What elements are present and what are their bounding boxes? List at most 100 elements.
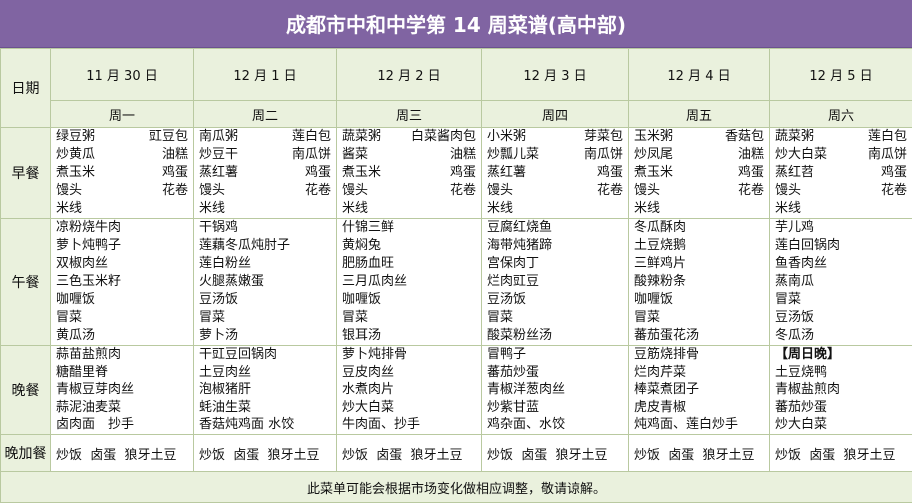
dish: 香菇炖鸡面 水饺 <box>199 416 331 434</box>
dish: 炖鸡面、莲白炒手 <box>634 416 764 434</box>
menu-line: 绿豆粥豇豆包 <box>56 128 188 146</box>
date: 12 月 1 日 <box>194 49 337 101</box>
dish: 蒜泥油麦菜 <box>56 399 188 417</box>
menu-line: 蒸红薯鸡蛋 <box>199 164 331 182</box>
menu-line: 米线 <box>634 200 764 218</box>
dish: 芽菜包 <box>584 128 623 146</box>
dish: 土豆烧鸭 <box>775 364 907 382</box>
dish: 酸辣粉条 <box>634 273 764 291</box>
dish: 炒大白菜 <box>775 146 827 164</box>
dish: 萝卜炖鸭子 <box>56 237 188 255</box>
dish: 三月瓜肉丝 <box>342 273 476 291</box>
menu-line: 炒大白菜 南瓜饼 <box>775 146 907 164</box>
dish: 莲白粉丝 <box>199 255 331 273</box>
dish: 花卷 <box>162 182 188 200</box>
dish: 咖喱饭 <box>342 291 476 309</box>
menu-line: 炒黄瓜油糕 <box>56 146 188 164</box>
dish: 三鲜鸡片 <box>634 255 764 273</box>
menu-line: 炒豆干南瓜饼 <box>199 146 331 164</box>
dish: 火腿蒸嫩蛋 <box>199 273 331 291</box>
dish: 蒸红苕 <box>775 164 814 182</box>
weekday: 周二 <box>194 101 337 128</box>
dish: 花卷 <box>305 182 331 200</box>
dish: 鸡蛋 <box>162 164 188 182</box>
dish: 青椒洋葱肉丝 <box>487 381 623 399</box>
dish: 豆腐红烧鱼 <box>487 219 623 237</box>
snack: 炒饭 卤蛋 狼牙土豆 <box>194 435 337 472</box>
dish: 米线 <box>56 200 82 218</box>
dish: 米线 <box>342 200 368 218</box>
dish: 炒凤尾 <box>634 146 673 164</box>
dish: 双椒肉丝 <box>56 255 188 273</box>
dish: 莲藕冬瓜炖肘子 <box>199 237 331 255</box>
dish: 萝卜炖排骨 <box>342 346 476 364</box>
dish: 凉粉烧牛肉 <box>56 219 188 237</box>
dish: 炒瓢儿菜 <box>487 146 539 164</box>
dish: 酸菜粉丝汤 <box>487 327 623 345</box>
menu-line: 蒸红薯鸡蛋 <box>487 164 623 182</box>
dish: 莲白回锅肉 <box>775 237 907 255</box>
snack: 炒饭 卤蛋 狼牙土豆 <box>770 435 912 472</box>
dish: 什锦三鲜 <box>342 219 476 237</box>
dish: 米线 <box>775 200 801 218</box>
dish: 青椒豆芽肉丝 <box>56 381 188 399</box>
dish: 蒸南瓜 <box>775 273 907 291</box>
dish: 烂肉芹菜 <box>634 364 764 382</box>
menu-line: 米线 <box>56 200 188 218</box>
dish: 馒头 <box>487 182 513 200</box>
menu-line: 南瓜粥莲白包 <box>199 128 331 146</box>
dish: 花卷 <box>597 182 623 200</box>
menu-line: 馒头花卷 <box>199 182 331 200</box>
dish: 豆汤饭 <box>775 309 907 327</box>
dinner-cell: 萝卜炖排骨豆皮肉丝水煮肉片炒大白菜牛肉面、抄手 <box>337 346 482 435</box>
dish: 南瓜饼 <box>868 146 907 164</box>
snack: 炒饭 卤蛋 狼牙土豆 <box>629 435 770 472</box>
title: 成都市中和中学第 14 周菜谱(高中部) <box>0 0 912 48</box>
menu-line: 馒头 花卷 <box>775 182 907 200</box>
menu-line: 馒头花卷 <box>56 182 188 200</box>
date: 12 月 3 日 <box>482 49 629 101</box>
menu-line: 炒凤尾油糕 <box>634 146 764 164</box>
dish: 冒菜 <box>487 309 623 327</box>
dish: 青椒盐煎肉 <box>775 381 907 399</box>
menu-line: 小米粥 芽菜包 <box>487 128 623 146</box>
dish: 煮玉米 <box>342 164 381 182</box>
date: 12 月 4 日 <box>629 49 770 101</box>
menu-line: 米线 <box>775 200 907 218</box>
breakfast-cell: 南瓜粥莲白包炒豆干南瓜饼蒸红薯鸡蛋馒头花卷米线 <box>194 128 337 219</box>
dish: 馒头 <box>775 182 801 200</box>
dish: 蒸红薯 <box>487 164 526 182</box>
lunch-cell: 芋儿鸡莲白回锅肉鱼香肉丝蒸南瓜冒菜豆汤饭冬瓜汤 <box>770 219 912 346</box>
dish: 酱菜 <box>342 146 368 164</box>
dish: 泡椒猪肝 <box>199 381 331 399</box>
dish: 【周日晚】 <box>775 346 907 364</box>
menu-line: 蒸红苕 鸡蛋 <box>775 164 907 182</box>
weekday: 周六 <box>770 101 912 128</box>
snack: 炒饭 卤蛋 狼牙土豆 <box>51 435 194 472</box>
menu-line: 炒瓢儿菜南瓜饼 <box>487 146 623 164</box>
menu-line: 玉米粥香菇包 <box>634 128 764 146</box>
dish: 水煮肉片 <box>342 381 476 399</box>
dish: 米线 <box>199 200 225 218</box>
row: 早餐绿豆粥豇豆包炒黄瓜油糕煮玉米鸡蛋馒头花卷米线南瓜粥莲白包炒豆干南瓜饼蒸红薯鸡… <box>1 128 912 219</box>
dish: 炒黄瓜 <box>56 146 95 164</box>
dinner-cell: 冒鸭子蕃茄炒蛋青椒洋葱肉丝炒紫甘蓝鸡杂面、水饺 <box>482 346 629 435</box>
dish: 米线 <box>634 200 660 218</box>
dish: 海带炖猪蹄 <box>487 237 623 255</box>
row-label: 晚餐 <box>1 346 51 435</box>
dish: 冒菜 <box>775 291 907 309</box>
dish: 鱼香肉丝 <box>775 255 907 273</box>
dinner-cell: 干豇豆回锅肉土豆肉丝泡椒猪肝蚝油生菜香菇炖鸡面 水饺 <box>194 346 337 435</box>
dish: 鸡蛋 <box>881 164 907 182</box>
dish: 蕃茄炒蛋 <box>775 399 907 417</box>
dish: 花卷 <box>881 182 907 200</box>
dish: 小米粥 <box>487 128 526 146</box>
dish: 银耳汤 <box>342 327 476 345</box>
menu-line: 馒头花卷 <box>634 182 764 200</box>
date: 12 月 2 日 <box>337 49 482 101</box>
dish: 糖醋里脊 <box>56 364 188 382</box>
dish: 莲白包 <box>868 128 907 146</box>
lunch-cell: 豆腐红烧鱼海带炖猪蹄宫保肉丁烂肉豇豆豆汤饭冒菜酸菜粉丝汤 <box>482 219 629 346</box>
